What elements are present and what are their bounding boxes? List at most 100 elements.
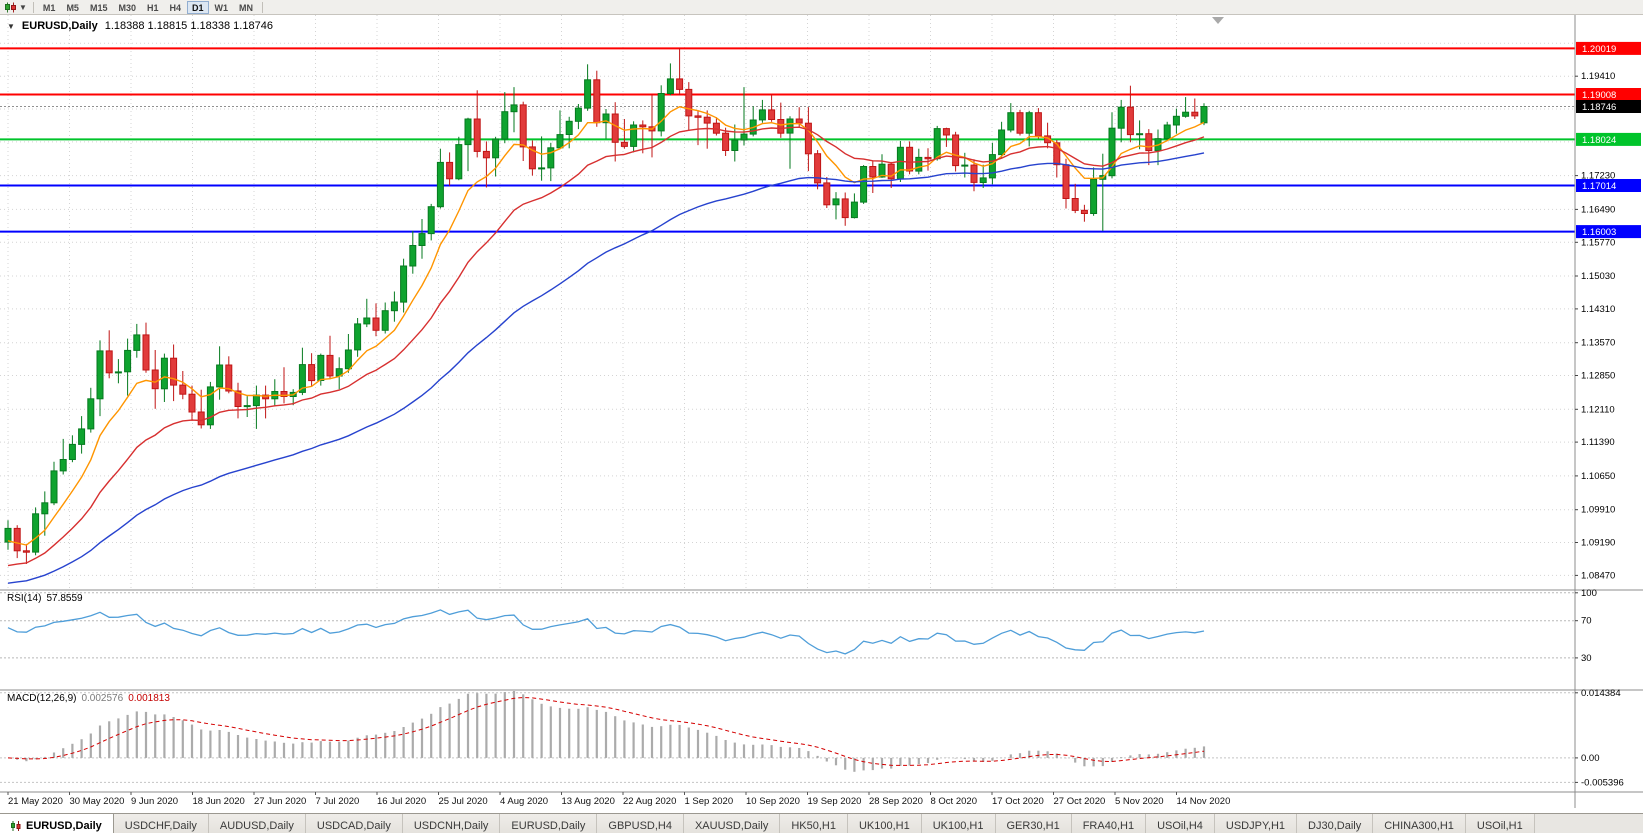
- date-tick-label: 19 Sep 2020: [808, 796, 862, 807]
- symbol-tab-label: EURUSD,Daily: [511, 820, 586, 832]
- price-tag: [1576, 179, 1641, 192]
- timeframe-buttons: M1 M5 M15 M30 H1 H4 D1 W1 MN: [38, 0, 258, 14]
- macd-scale-label: -0.005396: [1581, 777, 1624, 788]
- symbol-tab-label: GER30,H1: [1006, 820, 1060, 832]
- symbol-tab-hk50-h1[interactable]: HK50,H1: [780, 814, 848, 833]
- price-tick-label: 1.11390: [1581, 437, 1615, 448]
- timeframe-button-m15[interactable]: M15: [89, 2, 108, 13]
- date-tick-label: 9 Jun 2020: [131, 796, 178, 807]
- symbol-tab-label: FRA40,H1: [1082, 820, 1135, 832]
- symbol-tab-usoil-h1[interactable]: USOil,H1: [1465, 814, 1535, 833]
- collapse-one-click-icon[interactable]: ▼: [7, 21, 15, 31]
- price-tick-label: 1.19410: [1581, 71, 1615, 82]
- price-tick-label: 1.12850: [1581, 371, 1615, 382]
- symbol-tab-audusd-daily[interactable]: AUDUSD,Daily: [208, 814, 306, 833]
- chart-type-dropdown-caret-icon[interactable]: ▼: [19, 2, 27, 12]
- date-tick-label: 14 Nov 2020: [1177, 796, 1231, 807]
- date-tick-label: 22 Aug 2020: [623, 796, 676, 807]
- price-tag: [1576, 88, 1641, 101]
- symbol-tab-ger30-h1[interactable]: GER30,H1: [995, 814, 1072, 833]
- symbol-tab-gbpusd-h4[interactable]: GBPUSD,H4: [597, 814, 684, 833]
- symbol-tab-china300-h1[interactable]: CHINA300,H1: [1373, 814, 1466, 833]
- ma-fast-line: [7, 106, 1205, 546]
- date-tick-label: 7 Jul 2020: [316, 796, 360, 807]
- timeframe-button-m1[interactable]: M1: [42, 2, 56, 13]
- symbol-tab-label: AUDUSD,Daily: [219, 820, 294, 832]
- timeframe-button-mn[interactable]: MN: [239, 2, 254, 13]
- symbol-tab-fra40-h1[interactable]: FRA40,H1: [1071, 814, 1147, 833]
- date-tick-label: 27 Jun 2020: [254, 796, 306, 807]
- ma-slow-line: [7, 152, 1205, 584]
- date-tick-label: 1 Sep 2020: [685, 796, 734, 807]
- price-tag: [1576, 41, 1641, 55]
- price-tick-label: 1.15770: [1581, 237, 1615, 248]
- date-tick-label: 17 Oct 2020: [992, 796, 1044, 807]
- timeframe-button-m5[interactable]: M5: [66, 2, 79, 13]
- symbol-tab-eurusd-daily[interactable]: EURUSD,Daily: [0, 814, 114, 833]
- symbol-tab-label: UK100,H1: [932, 820, 984, 832]
- price-tag-label: 1.16003: [1582, 227, 1616, 238]
- price-tick-label: 1.14310: [1581, 304, 1615, 315]
- toolbar-separator-2: [262, 1, 264, 13]
- chart-type-icon[interactable]: [3, 1, 19, 13]
- macd-histogram: [16, 691, 1206, 772]
- price-tick-label: 1.12110: [1581, 404, 1615, 415]
- symbol-tab-label: HK50,H1: [791, 820, 836, 832]
- symbol-tab-label: XAUUSD,Daily: [694, 820, 769, 832]
- timeframe-button-d1[interactable]: D1: [187, 0, 209, 14]
- symbol-tab-label: USDCHF,Daily: [124, 820, 197, 832]
- symbol-tab-xauusd-daily[interactable]: XAUUSD,Daily: [683, 814, 781, 833]
- date-tick-label: 13 Aug 2020: [562, 796, 615, 807]
- chart-area: 100 70 30 0.014384 0.00 -0.005396 1.19410 1.172…: [0, 15, 1643, 813]
- date-tick-label: 18 Jun 2020: [193, 796, 245, 807]
- symbol-tab-usoil-h4[interactable]: USOil,H4: [1146, 814, 1215, 833]
- symbol-tab-uk100-h1[interactable]: UK100,H1: [921, 814, 996, 833]
- symbol-tab-usdcnh-daily[interactable]: USDCNH,Daily: [402, 814, 501, 833]
- timeframe-button-m30[interactable]: M30: [118, 2, 136, 13]
- date-tick-label: 5 Nov 2020: [1115, 796, 1164, 807]
- symbol-tab-label: USOil,H1: [1476, 820, 1523, 832]
- symbol-tab-label: USDCAD,Daily: [316, 820, 391, 832]
- date-tick-label: 27 Oct 2020: [1054, 796, 1106, 807]
- symbol-tab-usdchf-daily[interactable]: USDCHF,Daily: [113, 814, 209, 833]
- horizontal-level-lines[interactable]: [0, 47, 1575, 233]
- symbol-tab-label: USDCNH,Daily: [413, 820, 489, 832]
- price-tick-label: 1.08470: [1581, 570, 1615, 581]
- rsi-line: [7, 609, 1205, 655]
- symbol-tab-usdcad-daily[interactable]: USDCAD,Daily: [305, 814, 403, 833]
- price-tag-label: 1.17014: [1582, 181, 1616, 192]
- date-tick-label: 4 Aug 2020: [500, 796, 548, 807]
- panel-borders: [0, 15, 1643, 808]
- chart-tab-icon: [11, 821, 21, 831]
- price-tick-label: 1.13570: [1581, 338, 1615, 349]
- price-tick-label: 1.09190: [1581, 538, 1615, 549]
- rsi-scale-label: 100: [1581, 588, 1597, 599]
- macd-scale-label: 0.014384: [1581, 688, 1621, 699]
- price-tick-label: 1.10650: [1581, 471, 1615, 482]
- date-tick-label: 21 May 2020: [8, 796, 63, 807]
- symbol-tab-label: USOil,H4: [1157, 820, 1203, 832]
- toolbar: ▼ M1 M5 M15 M30 H1 H4 D1 W1 MN: [0, 0, 1643, 15]
- price-tick-label: 1.09910: [1581, 505, 1615, 516]
- symbol-tab-uk100-h1[interactable]: UK100,H1: [847, 814, 922, 833]
- symbol-tab-label: DJ30,Daily: [1308, 820, 1362, 832]
- date-tick-label: 10 Sep 2020: [746, 796, 800, 807]
- symbol-tab-usdjpy-h1[interactable]: USDJPY,H1: [1214, 814, 1298, 833]
- timeframe-button-w1[interactable]: W1: [214, 2, 229, 13]
- chart-shift-marker-icon[interactable]: [1212, 17, 1224, 24]
- date-tick-label: 8 Oct 2020: [931, 796, 977, 807]
- symbol-tab-label: CHINA300,H1: [1384, 820, 1454, 832]
- chart-canvas[interactable]: 100 70 30 0.014384 0.00 -0.005396 1.19410 1.172…: [0, 15, 1643, 813]
- price-scale[interactable]: 1.19410 1.17230 1.16490 1.15770 1.15030 1.143…: [1575, 41, 1641, 582]
- macd-panel: 0.014384 0.00 -0.005396: [0, 688, 1624, 788]
- symbol-tab-dj30-daily[interactable]: DJ30,Daily: [1297, 814, 1374, 833]
- macd-scale-label: 0.00: [1581, 753, 1600, 764]
- timeframe-button-h4[interactable]: H4: [169, 2, 182, 13]
- timeframe-button-h1[interactable]: H1: [146, 2, 159, 13]
- date-tick-label: 28 Sep 2020: [869, 796, 923, 807]
- time-scale[interactable]: 21 May 2020 30 May 2020 9 Jun 2020 18 Jun 2…: [7, 792, 1231, 807]
- rsi-scale-label: 70: [1581, 616, 1592, 627]
- date-tick-label: 16 Jul 2020: [377, 796, 426, 807]
- symbol-tab-eurusd-daily[interactable]: EURUSD,Daily: [500, 814, 598, 833]
- price-tag-label: 1.18746: [1582, 102, 1616, 113]
